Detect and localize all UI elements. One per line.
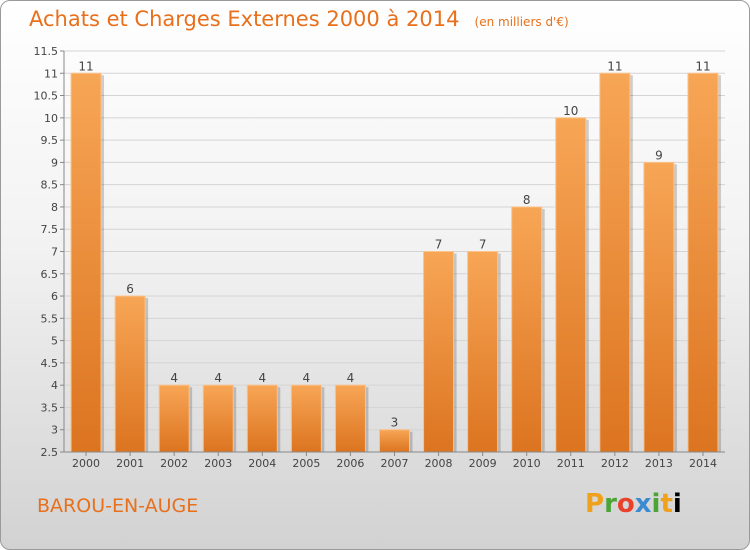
x-tick-label: 2008 (425, 457, 453, 470)
bar-value-label: 7 (435, 238, 443, 252)
logo-letter: x (634, 489, 652, 519)
chart-title: Achats et Charges Externes 2000 à 2014 (… (29, 7, 569, 31)
logo-letter: r (604, 489, 617, 519)
y-tick-label: 7 (51, 246, 58, 259)
x-tick-label: 2009 (469, 457, 497, 470)
bar (290, 384, 322, 453)
bar-value-label: 6 (126, 282, 134, 296)
bar-value-label: 11 (695, 59, 710, 73)
bar (114, 295, 146, 453)
bar-value-label: 11 (607, 59, 622, 73)
y-tick-label: 9 (51, 156, 58, 169)
logo-letter: o (616, 489, 635, 519)
logo-letter: i (672, 489, 682, 519)
bar (599, 72, 631, 453)
bar (202, 384, 234, 453)
bar-value-label: 4 (258, 371, 266, 385)
bar-value-label: 4 (214, 371, 222, 385)
y-tick-label: 6.5 (41, 268, 59, 281)
bar (643, 161, 675, 453)
x-tick-label: 2001 (116, 457, 144, 470)
y-tick-label: 4.5 (41, 357, 59, 370)
bar (246, 384, 278, 453)
x-tick-label: 2011 (557, 457, 585, 470)
logo-letter: t (660, 489, 673, 519)
x-tick-label: 2005 (292, 457, 320, 470)
bar (70, 72, 102, 453)
y-tick-label: 6 (51, 290, 58, 303)
bar (555, 117, 587, 453)
y-tick-label: 11 (44, 67, 58, 80)
bar-value-label: 7 (479, 238, 487, 252)
commune-name: BAROU-EN-AUGE (37, 495, 199, 517)
bar (467, 251, 499, 453)
bar-value-label: 4 (170, 371, 178, 385)
bar (158, 384, 190, 453)
bar-value-label: 11 (78, 59, 93, 73)
bar (379, 429, 410, 453)
proxiti-logo[interactable]: Proxiti (585, 489, 682, 519)
x-tick-label: 2010 (513, 457, 541, 470)
x-tick-label: 2002 (160, 457, 188, 470)
bar (511, 206, 543, 453)
bar-value-label: 4 (303, 371, 311, 385)
y-tick-label: 5.5 (41, 312, 59, 325)
y-tick-label: 11.5 (34, 45, 59, 58)
bar (334, 384, 366, 453)
bar-value-label: 9 (655, 148, 663, 162)
bar (423, 251, 455, 453)
y-tick-label: 10.5 (34, 90, 59, 103)
bar-value-label: 8 (523, 193, 531, 207)
x-tick-label: 2007 (381, 457, 409, 470)
x-tick-label: 2004 (248, 457, 276, 470)
title-text: Achats et Charges Externes 2000 à 2014 (29, 7, 460, 31)
y-tick-label: 5 (51, 335, 58, 348)
bars: 11 6 4 4 4 4 4 3 7 7 8 10 11 9 11 (70, 59, 721, 453)
y-tick-label: 3.5 (41, 401, 59, 414)
logo-letter: i (651, 489, 661, 519)
x-tick-label: 2013 (645, 457, 673, 470)
x-tick-label: 2003 (204, 457, 232, 470)
bar-value-label: 4 (347, 371, 355, 385)
x-tick-label: 2006 (336, 457, 364, 470)
bar-value-label: 10 (563, 104, 578, 118)
y-tick-label: 9.5 (41, 134, 59, 147)
y-tick-label: 4 (51, 379, 58, 392)
axes: 2.533.544.555.566.577.588.599.51010.5111… (34, 45, 725, 470)
logo-letter: P (585, 489, 605, 519)
unit-text: (en milliers d'€) (474, 15, 569, 29)
bar-value-label: 3 (391, 416, 399, 430)
y-tick-label: 7.5 (41, 223, 59, 236)
y-tick-label: 3 (51, 424, 58, 437)
x-tick-label: 2000 (72, 457, 100, 470)
x-tick-label: 2014 (689, 457, 717, 470)
y-tick-label: 10 (44, 112, 58, 125)
y-tick-label: 2.5 (41, 446, 59, 459)
bar (687, 72, 719, 453)
y-tick-label: 8.5 (41, 179, 59, 192)
y-tick-label: 8 (51, 201, 58, 214)
x-tick-label: 2012 (601, 457, 629, 470)
